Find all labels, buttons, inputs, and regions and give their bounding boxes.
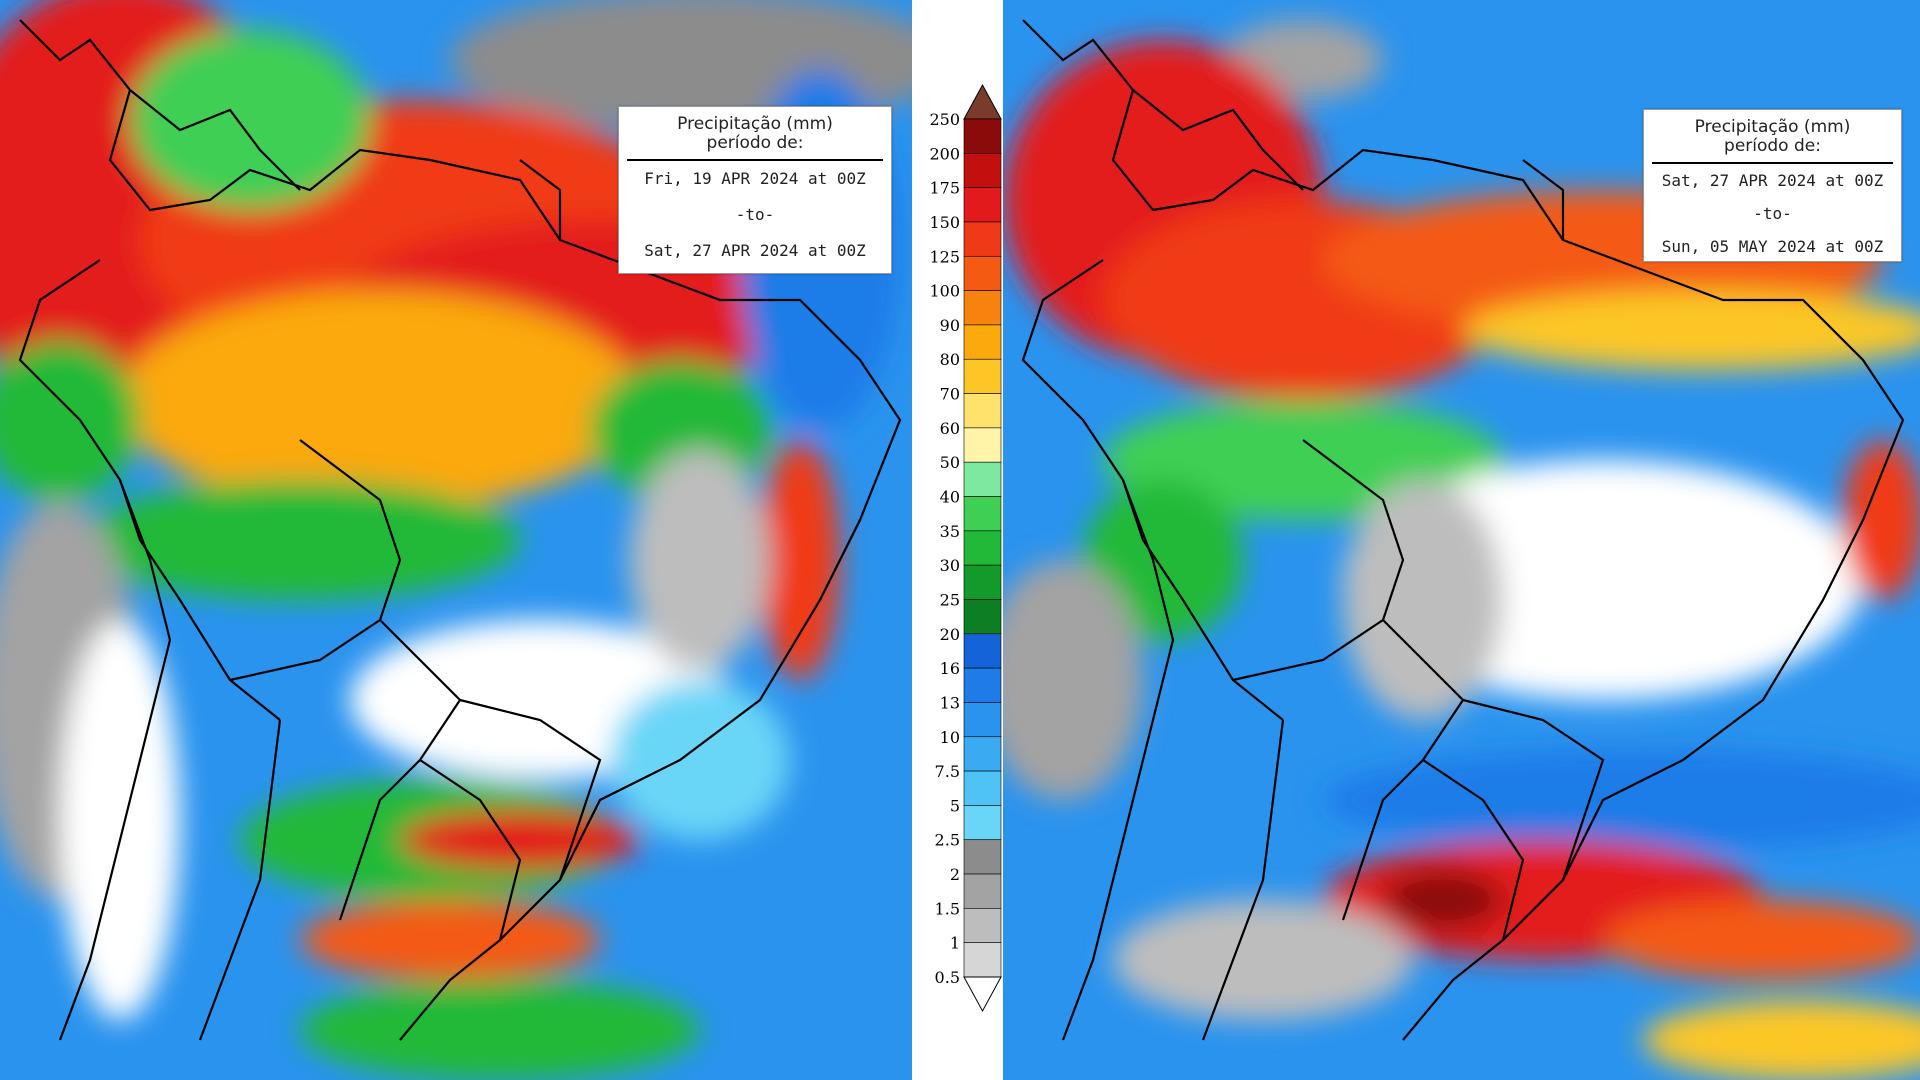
- period-separator-right: -to-: [1753, 204, 1792, 223]
- colorbar-swatch: [963, 564, 1002, 600]
- colorbar-tick-label: 16: [940, 659, 960, 678]
- info-divider-left: [627, 159, 883, 161]
- map-right-canvas: [1003, 0, 1920, 1080]
- country-borders-right: [1021, 19, 1905, 1041]
- colorbar-tick-label: 50: [940, 453, 960, 472]
- colorbar-swatch: [963, 290, 1002, 326]
- colorbar-swatch: [963, 839, 1002, 875]
- colorbar-swatch: [963, 599, 1002, 635]
- colorbar-tick-label: 35: [940, 522, 960, 541]
- colorbar-swatch: [963, 221, 1002, 257]
- precipitation-map-right: [1003, 0, 1920, 1080]
- colorbar-swatch: [963, 873, 1002, 909]
- period-start-right: Sat, 27 APR 2024 at 00Z: [1661, 171, 1884, 190]
- colorbar-swatch: [963, 393, 1002, 429]
- colorbar-tick-label: 60: [940, 419, 960, 438]
- colorbar-swatch: [963, 633, 1002, 669]
- colorbar-tick-label: 1.5: [935, 899, 960, 918]
- colorbar-tick-label: 2.5: [935, 831, 960, 850]
- period-end-left: Sat, 27 APR 2024 at 00Z: [644, 241, 866, 260]
- colorbar-tick-label: 25: [940, 590, 960, 609]
- colorbar-tick-label: 5: [950, 796, 960, 815]
- period-info-box-left: Precipitação (mm) período de: Fri, 19 AP…: [618, 106, 892, 274]
- colorbar-swatch: [963, 461, 1002, 497]
- colorbar-tick-label: 70: [940, 385, 960, 404]
- colorbar-tick-label: 13: [940, 693, 960, 712]
- colorbar-tick-label: 175: [929, 179, 960, 198]
- colorbar-tick-label: 10: [940, 728, 960, 747]
- period-end-right: Sun, 05 MAY 2024 at 00Z: [1661, 237, 1884, 256]
- colorbar-swatch: [963, 187, 1002, 223]
- colorbar-tick-label: 150: [929, 213, 960, 232]
- colorbar-swatch: [963, 324, 1002, 360]
- colorbar-swatch: [963, 702, 1002, 738]
- colorbar-tick-label: 2: [950, 865, 960, 884]
- colorbar-tick-label: 0.5: [935, 968, 960, 987]
- colorbar-swatch: [963, 153, 1002, 188]
- colorbar-swatch: [963, 255, 1002, 291]
- precipitation-colorbar: 250 200 175 150 125 100 90 80 70 60 50 40 35 30 25 20 16…: [912, 0, 1003, 1080]
- colorbar-swatch: [963, 908, 1002, 943]
- colorbar-tick-label: 30: [940, 556, 960, 575]
- colorbar-tick-label: 90: [940, 316, 960, 335]
- colorbar-tick-label: 7.5: [935, 762, 960, 781]
- colorbar-top-arrow: [963, 83, 1002, 120]
- colorbar-swatch: [963, 496, 1002, 532]
- period-separator-left: -to-: [735, 205, 775, 224]
- period-info-box-right: Precipitação (mm) período de: Sat, 27 AP…: [1643, 109, 1902, 262]
- info-subtitle-right: período de:: [1724, 136, 1821, 156]
- info-title-left: Precipitação (mm): [677, 114, 833, 134]
- colorbar-tick-label: 100: [929, 282, 960, 301]
- colorbar-swatch: [963, 358, 1002, 394]
- colorbar-swatch: [963, 667, 1002, 703]
- colorbar-swatch: [963, 736, 1002, 772]
- colorbar-tick-label: 1: [950, 934, 960, 953]
- info-subtitle-left: período de:: [706, 133, 804, 153]
- info-divider-right: [1652, 162, 1893, 164]
- colorbar-tick-label: 20: [940, 625, 960, 644]
- colorbar-swatch: [963, 805, 1002, 841]
- colorbar-tick-label: 250: [929, 110, 960, 129]
- colorbar-swatch: [963, 118, 1002, 154]
- info-title-right: Precipitação (mm): [1694, 117, 1851, 137]
- colorbar-tick-label: 80: [940, 350, 960, 369]
- colorbar-bottom-arrow: [963, 976, 1002, 1013]
- colorbar-swatch: [963, 942, 1002, 978]
- colorbar-tick-label: 200: [929, 144, 960, 163]
- colorbar-swatch: [963, 530, 1002, 566]
- colorbar-swatch: [963, 770, 1002, 806]
- colorbar-swatch: [963, 427, 1002, 463]
- colorbar-canvas: 2502001751501251009080706050403530252016…: [929, 83, 1002, 1013]
- period-start-left: Fri, 19 APR 2024 at 00Z: [644, 169, 866, 188]
- colorbar-tick-label: 40: [940, 488, 960, 507]
- colorbar-tick-label: 125: [929, 247, 960, 266]
